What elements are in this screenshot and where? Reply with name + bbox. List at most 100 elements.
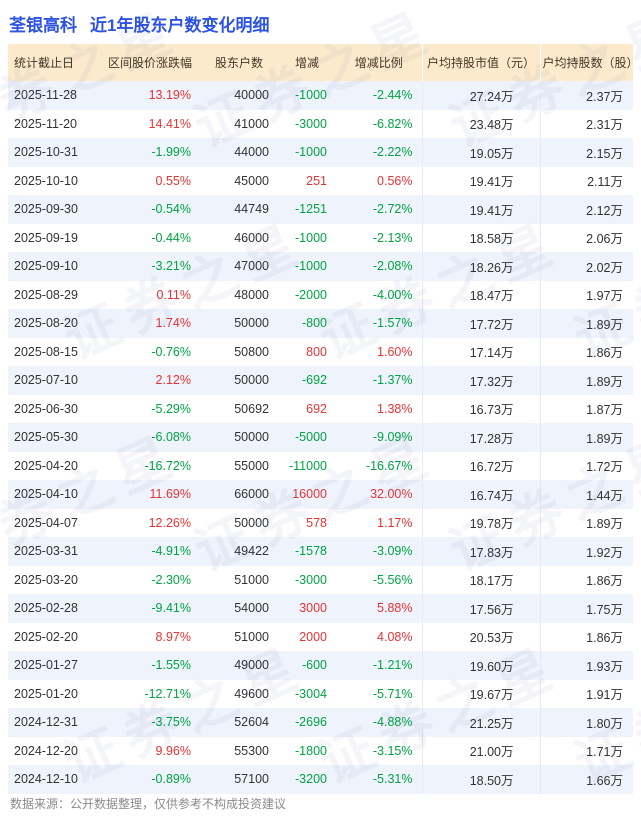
price-change-cell: -1.99% xyxy=(100,138,200,167)
price-change-cell: 2.12% xyxy=(100,366,200,395)
date-cell: 2025-02-20 xyxy=(8,622,100,651)
column-header-4: 增减 xyxy=(278,44,336,81)
avg-shares-cell: 2.12万 xyxy=(539,195,633,224)
price-change-cell: -6.08% xyxy=(100,423,200,452)
table-row: 2025-08-29 0.11% 48000 -2000 -4.00% 18.47万 1.9… xyxy=(8,280,633,309)
delta-pct-cell: -9.09% xyxy=(336,423,422,452)
price-change-cell: -0.44% xyxy=(100,223,200,252)
column-header-1: 统计截止日 xyxy=(8,44,100,81)
holders-cell: 49000 xyxy=(200,651,278,680)
delta-pct-cell: 5.88% xyxy=(336,594,422,623)
table-row: 2025-08-20 1.74% 50000 -800 -1.57% 17.72万 1.89… xyxy=(8,309,633,338)
avg-value-cell: 19.67万 xyxy=(421,679,540,708)
delta-pct-cell: -4.88% xyxy=(336,708,422,737)
holders-cell: 46000 xyxy=(200,223,278,252)
price-change-cell: -0.76% xyxy=(100,337,200,366)
table-row: 2025-03-31 -4.91% 49422 -1578 -3.09% 17.83万 1.… xyxy=(8,537,633,566)
holders-cell: 50000 xyxy=(200,309,278,338)
avg-shares-cell: 2.31万 xyxy=(539,109,633,138)
table-row: 2025-04-10 11.69% 66000 16000 32.00% 16.74万 1.… xyxy=(8,480,633,509)
price-change-cell: -0.89% xyxy=(100,765,200,794)
table-row: 2025-04-07 12.26% 50000 578 1.17% 19.78万 1.89万 xyxy=(8,508,633,537)
holders-cell: 50800 xyxy=(200,337,278,366)
delta-cell: -2696 xyxy=(278,708,336,737)
date-cell: 2025-09-19 xyxy=(8,223,100,252)
date-cell: 2025-04-10 xyxy=(8,480,100,509)
avg-value-cell: 17.14万 xyxy=(421,337,540,366)
holders-cell: 51000 xyxy=(200,565,278,594)
holders-cell: 49600 xyxy=(200,679,278,708)
avg-shares-cell: 2.11万 xyxy=(539,166,633,195)
holders-cell: 50000 xyxy=(200,366,278,395)
price-change-cell: 0.55% xyxy=(100,166,200,195)
column-header-3: 股东户数 xyxy=(200,44,278,81)
price-change-cell: -3.21% xyxy=(100,252,200,281)
holders-cell: 57100 xyxy=(200,765,278,794)
avg-value-cell: 17.83万 xyxy=(421,537,540,566)
avg-value-cell: 19.05万 xyxy=(421,138,540,167)
delta-cell: 692 xyxy=(278,394,336,423)
delta-pct-cell: -1.21% xyxy=(336,651,422,680)
delta-pct-cell: -3.15% xyxy=(336,736,422,765)
table-row: 2025-03-20 -2.30% 51000 -3000 -5.56% 18.17万 1.… xyxy=(8,565,633,594)
delta-cell: 578 xyxy=(278,508,336,537)
delta-pct-cell: -2.22% xyxy=(336,138,422,167)
holders-cell: 55300 xyxy=(200,736,278,765)
avg-shares-cell: 1.91万 xyxy=(539,679,633,708)
data-source-note: 数据来源：公开数据整理，仅供参考不构成投资建议 xyxy=(10,797,287,811)
price-change-cell: -1.55% xyxy=(100,651,200,680)
holders-cell: 55000 xyxy=(200,451,278,480)
avg-value-cell: 19.78万 xyxy=(421,508,540,537)
holders-cell: 41000 xyxy=(200,109,278,138)
holders-cell: 50000 xyxy=(200,508,278,537)
delta-pct-cell: -16.67% xyxy=(336,451,422,480)
price-change-cell: -5.29% xyxy=(100,394,200,423)
table-row: 2024-12-20 9.96% 55300 -1800 -3.15% 21.00万 1.7… xyxy=(8,736,633,765)
avg-value-cell: 27.24万 xyxy=(421,81,540,110)
holders-cell: 44749 xyxy=(200,195,278,224)
delta-cell: -800 xyxy=(278,309,336,338)
delta-pct-cell: -4.00% xyxy=(336,280,422,309)
avg-shares-cell: 1.75万 xyxy=(539,594,633,623)
table-row: 2024-12-10 -0.89% 57100 -3200 -5.31% 18.50万 1.… xyxy=(8,765,633,794)
delta-cell: -3200 xyxy=(278,765,336,794)
avg-shares-cell: 1.86万 xyxy=(539,337,633,366)
table-row: 2025-09-30 -0.54% 44749 -1251 -2.72% 19.41万 2.… xyxy=(8,195,633,224)
date-cell: 2025-01-20 xyxy=(8,679,100,708)
date-cell: 2025-03-20 xyxy=(8,565,100,594)
delta-cell: -1251 xyxy=(278,195,336,224)
table-row: 2025-11-20 14.41% 41000 -3000 -6.82% 23.48万 2.… xyxy=(8,109,633,138)
avg-value-cell: 20.53万 xyxy=(421,622,540,651)
table-row: 2025-05-30 -6.08% 50000 -5000 -9.09% 17.28万 1.… xyxy=(8,423,633,452)
price-change-cell: -3.75% xyxy=(100,708,200,737)
delta-pct-cell: 1.60% xyxy=(336,337,422,366)
avg-value-cell: 18.17万 xyxy=(421,565,540,594)
avg-value-cell: 18.58万 xyxy=(421,223,540,252)
price-change-cell: 9.96% xyxy=(100,736,200,765)
delta-cell: -1578 xyxy=(278,537,336,566)
delta-cell: -1000 xyxy=(278,252,336,281)
date-cell: 2025-09-10 xyxy=(8,252,100,281)
avg-shares-cell: 2.37万 xyxy=(539,81,633,110)
holders-table: 统计截止日 区间股价涨跌幅 股东户数 增减 增减比例 户均持股市值（元） 户均持股数（股） … xyxy=(8,44,633,794)
avg-shares-cell: 1.44万 xyxy=(539,480,633,509)
delta-cell: -1000 xyxy=(278,138,336,167)
date-cell: 2025-04-20 xyxy=(8,451,100,480)
delta-pct-cell: -1.37% xyxy=(336,366,422,395)
price-change-cell: -9.41% xyxy=(100,594,200,623)
avg-value-cell: 17.28万 xyxy=(421,423,540,452)
delta-pct-cell: -3.09% xyxy=(336,537,422,566)
date-cell: 2025-07-10 xyxy=(8,366,100,395)
date-cell: 2025-09-30 xyxy=(8,195,100,224)
price-change-cell: 0.11% xyxy=(100,280,200,309)
table-row: 2024-12-31 -3.75% 52604 -2696 -4.88% 21.25万 1.… xyxy=(8,708,633,737)
column-header-2: 区间股价涨跌幅 xyxy=(100,44,200,81)
avg-shares-cell: 1.66万 xyxy=(539,765,633,794)
price-change-cell: -4.91% xyxy=(100,537,200,566)
avg-shares-cell: 1.86万 xyxy=(539,622,633,651)
delta-pct-cell: -5.71% xyxy=(336,679,422,708)
table-row: 2025-09-10 -3.21% 47000 -1000 -2.08% 18.26万 2.… xyxy=(8,252,633,281)
delta-cell: -1000 xyxy=(278,223,336,252)
avg-value-cell: 18.47万 xyxy=(421,280,540,309)
delta-pct-cell: -6.82% xyxy=(336,109,422,138)
